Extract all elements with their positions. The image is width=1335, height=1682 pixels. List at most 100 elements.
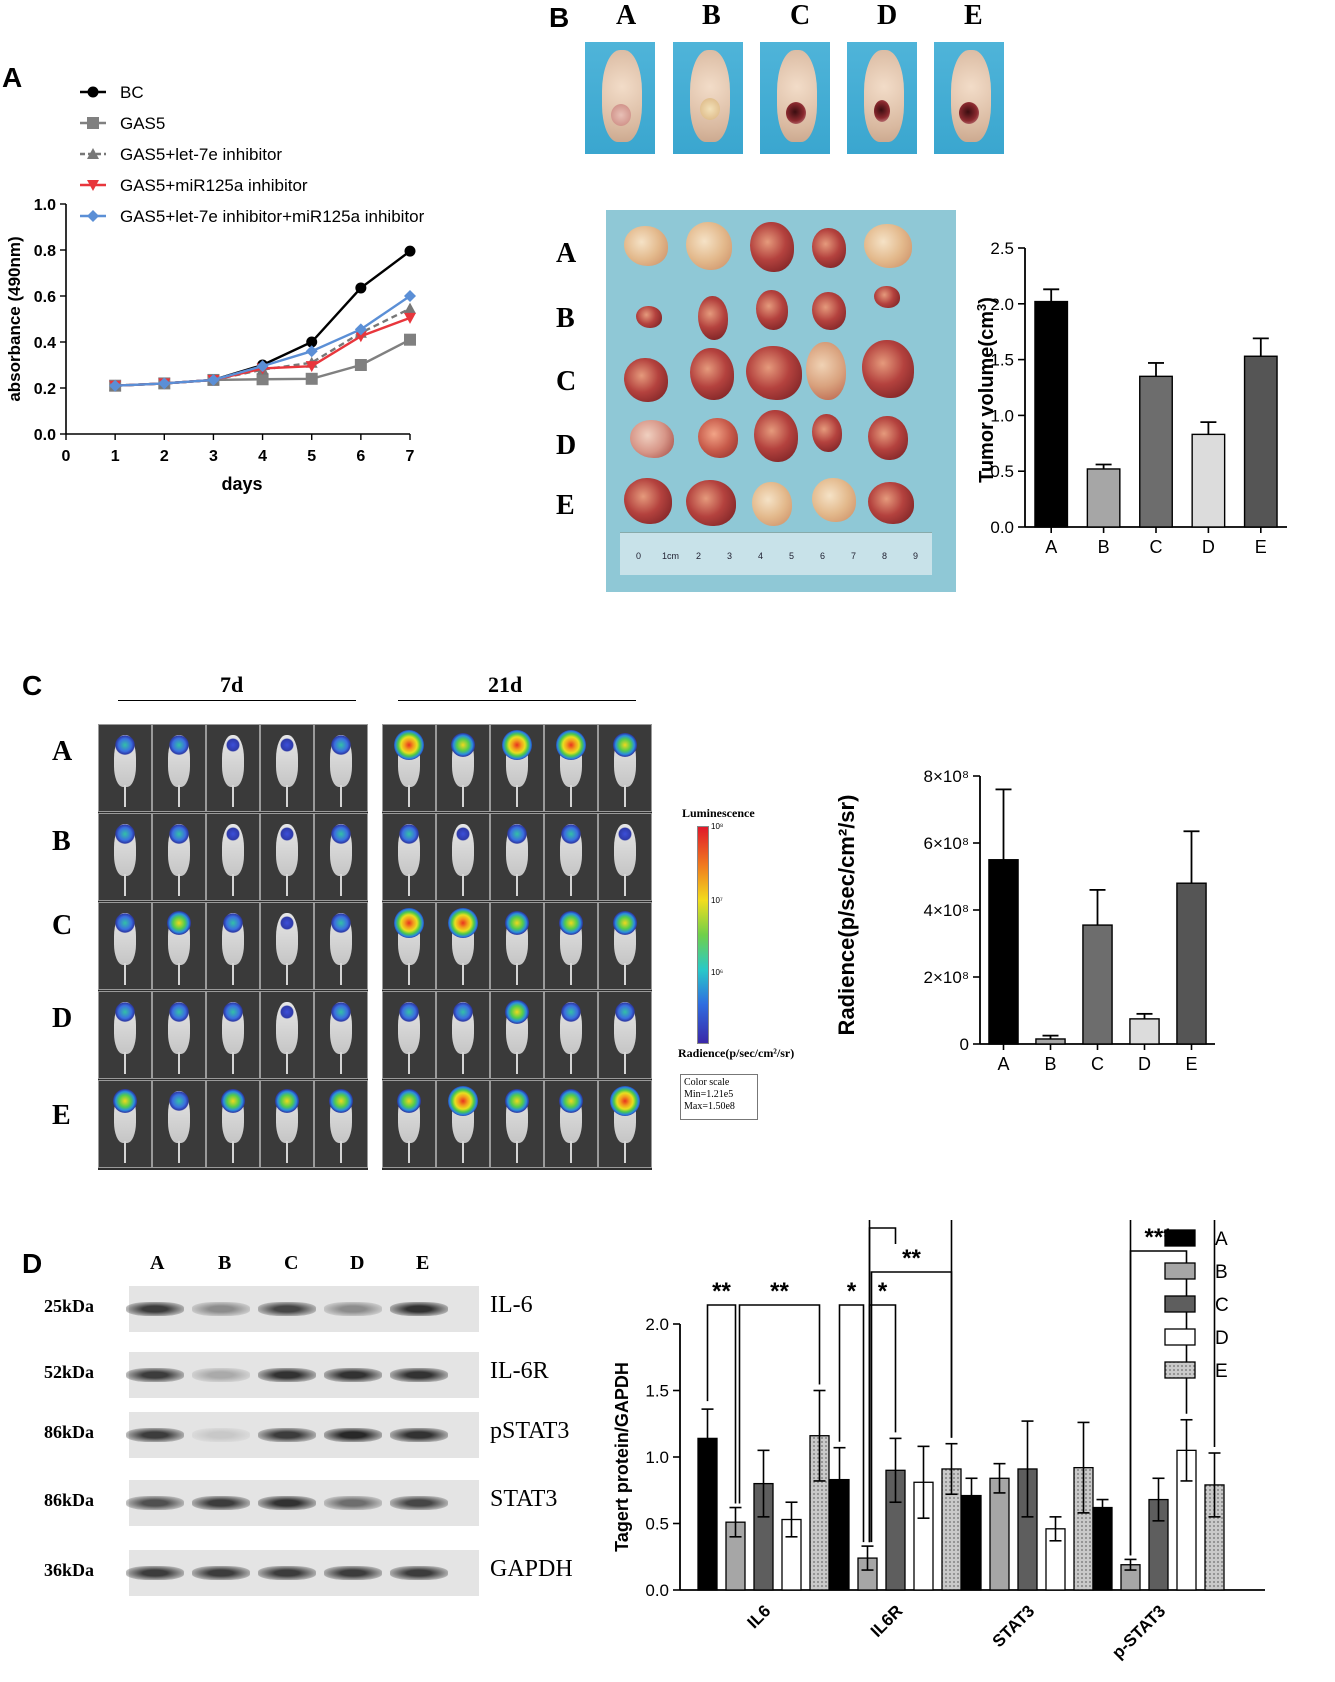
y-tick-label: 0.5 [990, 462, 1014, 481]
bar [1092, 1506, 1113, 1591]
bioluminescence-image [598, 813, 652, 901]
bio-row-label-c: C [52, 910, 73, 941]
bioluminescence-image [382, 902, 436, 990]
luminescence-signal [331, 1002, 351, 1022]
legend-label: C [1215, 1295, 1229, 1316]
tumor [812, 478, 856, 522]
y-tick-label: 6×10⁸ [924, 834, 969, 853]
x-tick-label: C [1091, 1054, 1104, 1074]
tumor-photo: 0 1cm 2 3 4 5 6 7 8 9 [606, 210, 956, 592]
luminescence-signal [280, 916, 294, 930]
tumor [864, 224, 912, 268]
mouse-tail [624, 874, 626, 896]
bracket-line [870, 1271, 953, 1543]
ruler-label: 4 [758, 551, 764, 561]
x-tick-label: 6 [356, 448, 365, 465]
blot-band [324, 1368, 382, 1382]
tumor [698, 418, 738, 458]
luminescence-signal [169, 824, 189, 844]
luminescence-signal [169, 1091, 189, 1111]
luminescence-signal [167, 911, 191, 935]
luminescence-signal [394, 908, 424, 938]
blot-protein-label: pSTAT3 [490, 1418, 570, 1444]
mouse-tail [124, 785, 126, 807]
lane-label-c: C [284, 1252, 299, 1274]
tumor-row-label-a: A [556, 238, 577, 269]
blot-strip [126, 1480, 479, 1526]
bar [1243, 355, 1278, 528]
panel-label-a: A [2, 62, 23, 93]
luminescence-signal [226, 827, 240, 841]
blot-band [324, 1496, 382, 1510]
bar [1086, 468, 1121, 528]
legend-label: GAS5+let-7e inhibitor+miR125a inhibitor [120, 207, 425, 226]
mouse-tail [570, 1141, 572, 1163]
bioluminescence-image [206, 724, 260, 812]
tumor [686, 222, 732, 270]
luminescence-signal [280, 738, 294, 752]
mouse-tail [516, 963, 518, 985]
mouse-tail [570, 874, 572, 896]
bioluminescence-image [98, 991, 152, 1079]
data-point [404, 333, 416, 346]
y-tick-label: 1.0 [990, 406, 1014, 425]
luminescence-signal [556, 730, 586, 760]
blot-size-label: 86kDa [44, 1490, 95, 1510]
y-tick-label: 0.6 [34, 289, 56, 306]
legend-swatch [1164, 1262, 1196, 1280]
lane-label-e: E [416, 1252, 430, 1274]
bioluminescence-image [314, 1080, 368, 1168]
luminescence-signal [115, 735, 135, 755]
photo-label-d: D [877, 0, 898, 31]
growth-line-chart: 0.0 0.2 0.4 0.6 0.8 1.0 0 1 2 3 4 5 6 7 days absorbance… [5, 83, 425, 494]
bioluminescence-image [544, 902, 598, 990]
luminescence-signal [561, 824, 581, 844]
tumor [624, 478, 672, 524]
data-point [305, 345, 318, 358]
bar [1139, 375, 1173, 528]
bioluminescence-image [152, 902, 206, 990]
ruler-label: 6 [820, 551, 826, 561]
bioluminescence-image [260, 991, 314, 1079]
panel-label-c: C [22, 670, 43, 701]
blot-band [126, 1302, 184, 1316]
bar [1191, 433, 1226, 528]
ruler-label: 1cm [662, 551, 680, 561]
data-point [109, 379, 122, 392]
y-tick-label: 2.0 [990, 295, 1014, 314]
x-axis-label: days [221, 474, 262, 494]
luminescence-signal [280, 1005, 294, 1019]
mouse-tail [624, 785, 626, 807]
legend-label: GAS5+miR125a inhibitor [120, 176, 308, 195]
blot-band [258, 1428, 316, 1442]
mouse-tail [286, 1052, 288, 1074]
sig-bracket: ** [738, 1278, 821, 1504]
legend-entry: A [1164, 1229, 1228, 1250]
lane-label-a: A [150, 1252, 165, 1274]
significance-label: ** [902, 1245, 921, 1272]
blot-band [192, 1496, 250, 1510]
significance-label: ** [712, 1278, 731, 1305]
mouse-tail [408, 963, 410, 985]
luminescence-signal [223, 913, 243, 933]
legend-label: D [1215, 1328, 1229, 1349]
blot-band [192, 1368, 250, 1382]
bioluminescence-image [436, 1080, 490, 1168]
data-point [158, 377, 171, 390]
protein-bar-chart: 0.0 0.5 1.0 1.5 2.0 Tagert protein/GAPDH IL6 IL… [612, 1220, 1265, 1662]
mouse-photo [847, 42, 917, 154]
y-tick-label: 0.5 [645, 1515, 669, 1534]
bioluminescence-image [490, 991, 544, 1079]
bioluminescence-image [260, 813, 314, 901]
x-tick-label: C [1150, 537, 1163, 557]
legend-label: BC [120, 83, 144, 102]
tumor [686, 480, 736, 526]
luminescence-signal [113, 1089, 137, 1113]
mouse-photo [673, 42, 743, 154]
y-tick-label: 0.8 [34, 243, 56, 260]
luminescence-signal [221, 1089, 245, 1113]
mouse-tail [408, 785, 410, 807]
luminescence-signal [559, 1089, 583, 1113]
tumor [630, 420, 674, 458]
legend-entry: BC [80, 83, 144, 102]
